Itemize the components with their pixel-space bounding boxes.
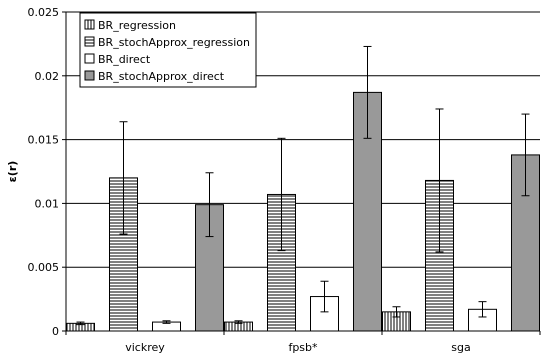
y-tick-label: 0.015	[28, 134, 60, 147]
y-axis-label: ε(r)	[6, 161, 19, 183]
axes	[65, 12, 541, 335]
legend-label: BR_direct	[98, 53, 151, 66]
x-tick-label: fpsb*	[288, 341, 318, 354]
y-tick-label: 0.005	[28, 261, 60, 274]
legend-label: BR_regression	[98, 19, 176, 32]
y-tick-labels: 0 0.005 0.01 0.015 0.02 0.025	[28, 6, 60, 338]
x-tick-label: vickrey	[125, 341, 165, 354]
y-tick-label: 0.02	[35, 70, 60, 83]
legend-swatch	[84, 70, 95, 81]
legend-swatch	[84, 36, 95, 47]
legend: BR_regression BR_stochApprox_regression BR…	[79, 12, 257, 88]
legend-swatch	[84, 19, 95, 30]
y-tick-label: 0.01	[35, 197, 60, 210]
x-tick-labels: vickrey fpsb* sga	[125, 341, 471, 354]
legend-label: BR_stochApprox_direct	[98, 70, 225, 83]
x-tick-label: sga	[451, 341, 470, 354]
y-tick-label: 0.025	[28, 6, 60, 19]
y-tick-label: 0	[52, 325, 59, 338]
legend-swatch	[84, 53, 95, 64]
legend-box	[79, 12, 257, 88]
bars	[66, 45, 540, 332]
legend-label: BR_stochApprox_regression	[98, 36, 250, 49]
grid-lines	[62, 11, 540, 332]
